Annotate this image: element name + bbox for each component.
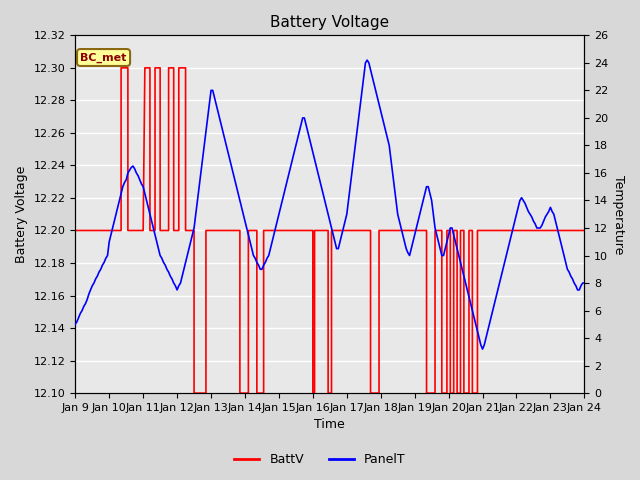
Y-axis label: Temperature: Temperature (612, 175, 625, 254)
Legend: BattV, PanelT: BattV, PanelT (229, 448, 411, 471)
Text: BC_met: BC_met (81, 52, 127, 63)
Y-axis label: Battery Voltage: Battery Voltage (15, 166, 28, 263)
Title: Battery Voltage: Battery Voltage (270, 15, 389, 30)
X-axis label: Time: Time (314, 419, 345, 432)
